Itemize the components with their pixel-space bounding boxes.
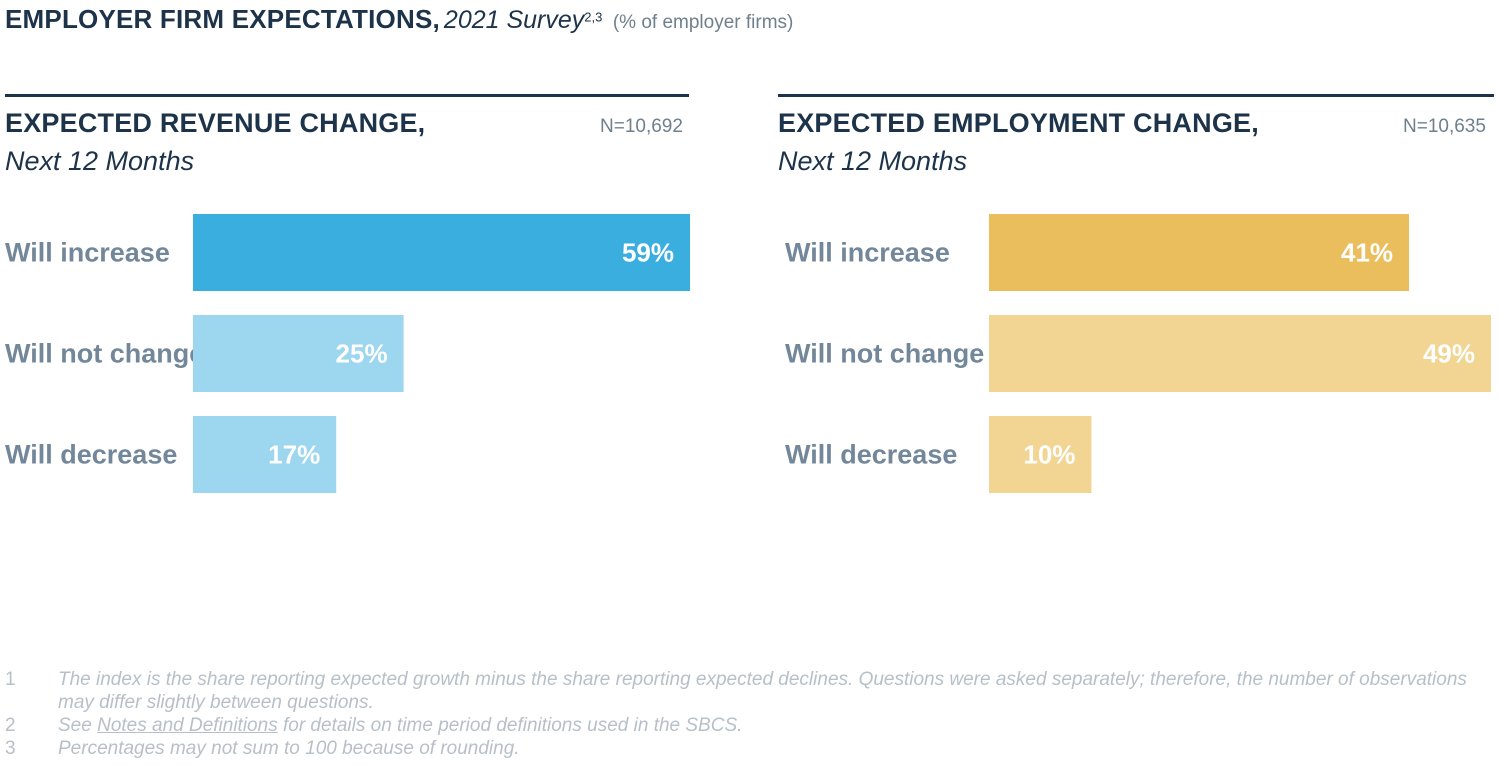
footnote-pre: See bbox=[58, 715, 98, 736]
footnote: 1 The index is the share reporting expec… bbox=[5, 668, 1495, 714]
employment-bar-will-decrease bbox=[989, 416, 1092, 493]
title-superscript: 2,3 bbox=[584, 9, 603, 25]
panel-subtitle: Next 12 Months bbox=[778, 146, 968, 176]
employment-bar-will-not-change bbox=[989, 315, 1491, 392]
panel-subtitle: Next 12 Months bbox=[5, 146, 195, 176]
panel-title: EXPECTED EMPLOYMENT CHANGE, bbox=[778, 108, 1259, 138]
footnote-number: 2 bbox=[5, 715, 16, 736]
employment-category-will-not-change: Will not change bbox=[785, 339, 984, 369]
footnote-post: for details on time period definitions u… bbox=[277, 715, 743, 736]
employment-value-will-not-change: 49% bbox=[1423, 339, 1475, 369]
title-unit: (% of employer firms) bbox=[612, 12, 794, 33]
page-title: EMPLOYER FIRM EXPECTATIONS, 2021 Survey2,… bbox=[5, 4, 793, 35]
title-survey: 2021 Survey bbox=[443, 6, 585, 34]
title-main: EMPLOYER FIRM EXPECTATIONS, bbox=[5, 4, 440, 34]
panel-divider bbox=[5, 94, 689, 97]
employment-bar-chart: Will increase 41% Will not change 49% Will d… bbox=[785, 214, 1491, 493]
revenue-value-will-not-change: 25% bbox=[336, 339, 388, 369]
footnote-text: See Notes and Definitions for details on… bbox=[58, 714, 742, 737]
employment-panel: EXPECTED EMPLOYMENT CHANGE, Next 12 Mont… bbox=[778, 94, 1494, 514]
footnotes: 1 The index is the share reporting expec… bbox=[5, 668, 1495, 760]
revenue-category-will-increase: Will increase bbox=[5, 238, 170, 268]
revenue-bar-will-increase bbox=[193, 214, 690, 291]
revenue-bar-will-not-change bbox=[193, 315, 404, 392]
revenue-bar-will-decrease bbox=[193, 416, 337, 493]
employment-category-will-increase: Will increase bbox=[785, 238, 950, 268]
panel-divider bbox=[778, 94, 1494, 97]
footnote-number: 3 bbox=[5, 738, 16, 759]
revenue-value-will-decrease: 17% bbox=[268, 440, 320, 470]
revenue-panel: EXPECTED REVENUE CHANGE, Next 12 Months … bbox=[5, 94, 695, 514]
footnote-number: 1 bbox=[5, 669, 16, 690]
footnote: 2 See Notes and Definitions for details … bbox=[5, 714, 1495, 737]
revenue-value-will-increase: 59% bbox=[622, 238, 674, 268]
footnote-text: Percentages may not sum to 100 because o… bbox=[58, 738, 520, 759]
panel-title: EXPECTED REVENUE CHANGE, bbox=[5, 108, 426, 138]
employment-value-will-decrease: 10% bbox=[1023, 440, 1075, 470]
footnote: 3 Percentages may not sum to 100 because… bbox=[5, 737, 1495, 760]
employment-value-will-increase: 41% bbox=[1341, 238, 1393, 268]
footnote-text: The index is the share reporting expecte… bbox=[58, 669, 1467, 713]
revenue-bar-chart: Will increase 59% Will not change 25% Will d… bbox=[5, 214, 690, 493]
notes-definitions-link[interactable]: Notes and Definitions bbox=[97, 715, 278, 736]
revenue-category-will-not-change: Will not change bbox=[5, 339, 204, 369]
sample-size: N=10,692 bbox=[600, 116, 683, 137]
employment-bar-will-increase bbox=[989, 214, 1410, 291]
sample-size: N=10,635 bbox=[1403, 116, 1486, 137]
revenue-category-will-decrease: Will decrease bbox=[5, 440, 177, 470]
employment-category-will-decrease: Will decrease bbox=[785, 440, 957, 470]
